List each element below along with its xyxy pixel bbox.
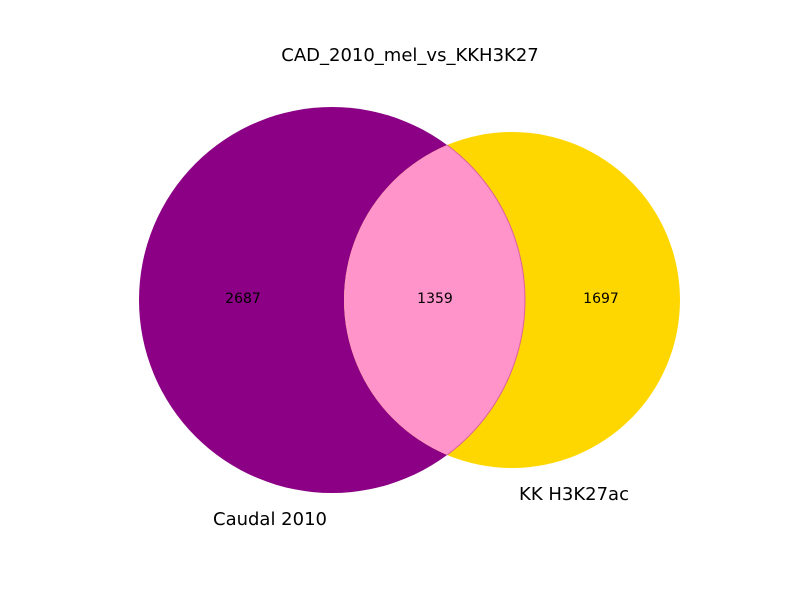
count-caudal-only: 2687 — [225, 291, 261, 307]
chart-title: CAD_2010_mel_vs_KKH3K27 — [281, 45, 539, 66]
intersection-region — [344, 132, 526, 468]
count-kk-only: 1697 — [583, 291, 619, 307]
set-label-kk-h3k27ac: KK H3K27ac — [519, 484, 629, 505]
set-label-caudal-2010: Caudal 2010 — [213, 509, 327, 530]
count-intersection: 1359 — [417, 291, 453, 307]
